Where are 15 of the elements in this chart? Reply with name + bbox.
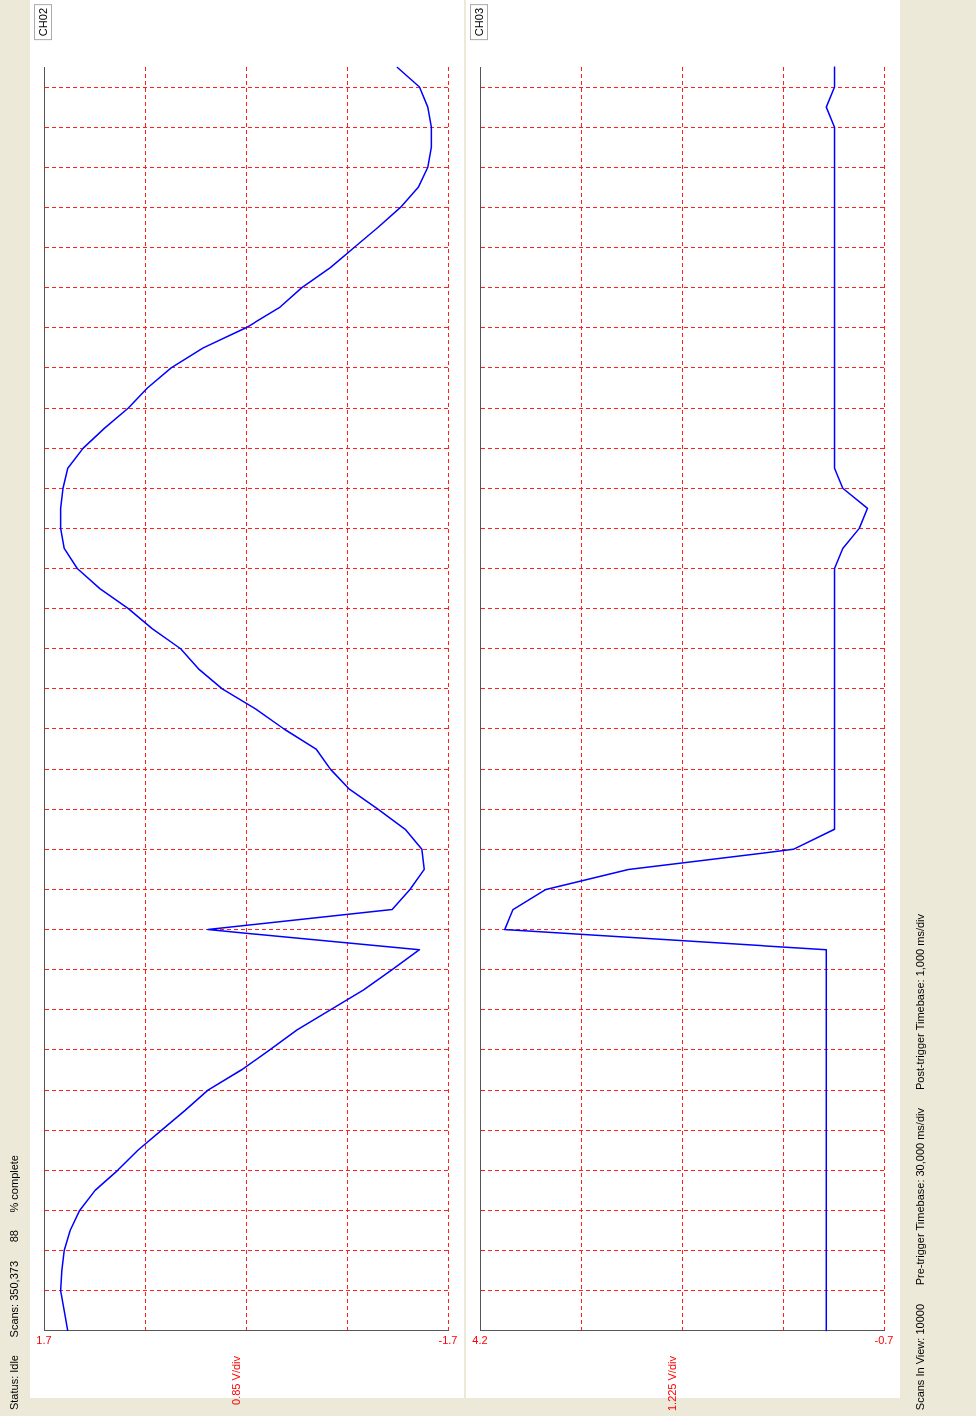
x-tick-label: -1.7 <box>438 1334 458 1347</box>
text: Scans In View: 10000 <box>914 1303 926 1410</box>
text: Pre-trigger Timebase: 30,000 ms/div <box>914 1108 926 1286</box>
text: 88 <box>8 1230 20 1243</box>
x-tick-label: 4.2 <box>472 1334 488 1347</box>
text: 1.225 V/div <box>666 1356 678 1412</box>
chart-title: CH03 <box>470 4 488 41</box>
text: Post-trigger Timebase: 1,000 ms/div <box>914 914 926 1091</box>
text: Scans: 350,373 <box>8 1260 20 1337</box>
text: 0.85 V/div <box>230 1356 242 1405</box>
x-tick-label: 1.7 <box>36 1334 52 1347</box>
text: Status: Idle <box>8 1354 20 1410</box>
text: % complete <box>8 1154 20 1213</box>
x-tick-label: -0.7 <box>874 1334 894 1347</box>
chart-title: CH02 <box>34 4 52 41</box>
